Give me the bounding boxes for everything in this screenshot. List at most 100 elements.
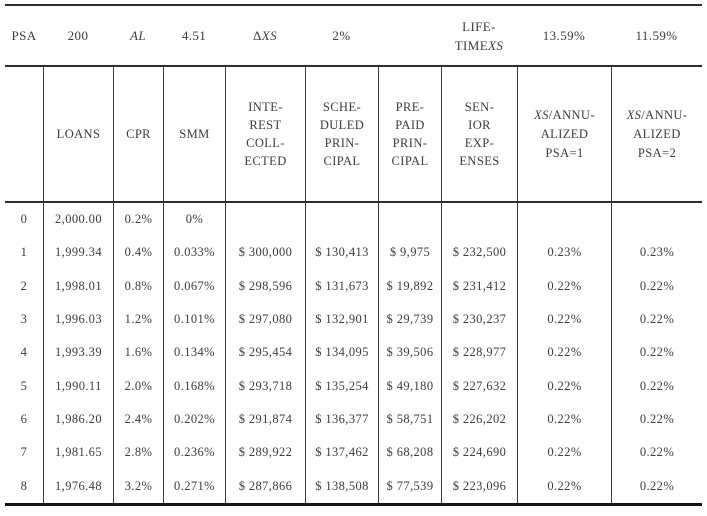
cell-prepaid-principal: $ 9,975 bbox=[378, 236, 441, 270]
cell-xs-psa1: 0.22% bbox=[517, 469, 611, 503]
cell-xs-psa2: 0.22% bbox=[611, 402, 702, 437]
cell-loans: 1,998.01 bbox=[43, 269, 113, 303]
cell-senior-expenses: $ 231,412 bbox=[441, 269, 517, 303]
cell-senior-expenses bbox=[441, 203, 517, 237]
delta-xs-italic: XS bbox=[261, 27, 277, 43]
cell-loans: 1,976.48 bbox=[43, 469, 113, 503]
cell-period: 6 bbox=[20, 412, 28, 427]
cell-period: 1 bbox=[20, 245, 28, 260]
cell-interest-collected: $ 300,000 bbox=[225, 236, 305, 270]
lifetime-prefix: LIFE- TIME bbox=[454, 18, 496, 53]
col-header-xs-annualized-psa2: XS/ANNU- ALIZED PSA=2 bbox=[611, 67, 702, 201]
cell-period: 0 bbox=[20, 212, 28, 227]
cell-senior-expenses: $ 224,690 bbox=[441, 436, 517, 470]
cell-xs-psa2: 0.22% bbox=[611, 369, 702, 403]
cell-xs-psa2: 0.22% bbox=[611, 469, 702, 503]
cell-loans: 1,993.39 bbox=[43, 336, 113, 370]
psa-label: PSA bbox=[11, 27, 37, 43]
cell-scheduled-principal bbox=[305, 203, 378, 237]
lifetime-xs-wrap: LIFE- TIMEXS bbox=[455, 17, 504, 55]
cell-cpr: 2.4% bbox=[113, 402, 163, 437]
cell-smm: 0.134% bbox=[163, 336, 225, 370]
cell-prepaid-principal bbox=[378, 203, 441, 237]
cell-interest-collected: $ 297,080 bbox=[225, 302, 305, 337]
cell-smm: 0.168% bbox=[163, 369, 225, 403]
cell-cpr: 1.2% bbox=[113, 302, 163, 337]
lifetime-xs-psa2-value: 11.59% bbox=[635, 27, 678, 43]
lifetime-xs-label: LIFE- TIMEXS bbox=[441, 6, 517, 65]
cell-interest-collected: $ 289,922 bbox=[225, 436, 305, 470]
cell-prepaid-principal: $ 77,539 bbox=[378, 469, 441, 503]
table-row-0: 0 2,000.00 0.2% 0% bbox=[5, 203, 702, 237]
cell-xs-psa2: 0.22% bbox=[611, 436, 702, 470]
xs2-rest: /ANNU- ALIZED PSA=2 bbox=[633, 107, 688, 160]
col-header-interest-collected: INTE- REST COLL- ECTED bbox=[225, 67, 305, 201]
cell-loans: 1,999.34 bbox=[43, 236, 113, 270]
cell-smm: 0.236% bbox=[163, 436, 225, 470]
cell-xs-psa1: 0.22% bbox=[517, 436, 611, 470]
cell-smm: 0.067% bbox=[163, 269, 225, 303]
cell-scheduled-principal: $ 134,095 bbox=[305, 336, 378, 370]
header-top-rule bbox=[5, 65, 702, 67]
cell-scheduled-principal: $ 137,462 bbox=[305, 436, 378, 470]
lifetime-xs-italic: XS bbox=[488, 37, 504, 53]
delta-xs-value: 2% bbox=[332, 27, 351, 43]
col-header-xs-annualized-psa1: XS/ANNU- ALIZED PSA=1 bbox=[517, 67, 611, 201]
header-bottom-rule bbox=[5, 201, 702, 203]
cell-period: 7 bbox=[20, 445, 28, 460]
lifetime-xs-psa1-value: 13.59% bbox=[542, 27, 586, 43]
cell-loans: 1,996.03 bbox=[43, 302, 113, 337]
top-rule bbox=[5, 4, 702, 6]
cell-scheduled-principal: $ 131,673 bbox=[305, 269, 378, 303]
cell-period: 4 bbox=[20, 345, 28, 360]
cell-cpr: 2.8% bbox=[113, 436, 163, 470]
cell-interest-collected: $ 293,718 bbox=[225, 369, 305, 403]
cell-interest-collected: $ 291,874 bbox=[225, 402, 305, 437]
cell-loans: 2,000.00 bbox=[43, 203, 113, 237]
col-header-prepaid-principal: PRE- PAID PRIN- CIPAL bbox=[378, 67, 441, 201]
xs1-italic: XS bbox=[534, 107, 549, 122]
cell-period: 3 bbox=[20, 312, 28, 327]
cell-senior-expenses: $ 223,096 bbox=[441, 469, 517, 503]
cell-xs-psa2: 0.23% bbox=[611, 236, 702, 270]
cell-period: 5 bbox=[20, 378, 28, 393]
cell-cpr: 1.6% bbox=[113, 336, 163, 370]
col-header-cpr: CPR bbox=[113, 67, 163, 201]
cell-senior-expenses: $ 226,202 bbox=[441, 402, 517, 437]
table-row-3: 3 1,996.03 1.2% 0.101% $ 297,080 $ 132,9… bbox=[5, 302, 702, 337]
cell-xs-psa1: 0.22% bbox=[517, 269, 611, 303]
al-label: AL bbox=[130, 27, 146, 43]
table-row-4: 4 1,993.39 1.6% 0.134% $ 295,454 $ 134,0… bbox=[5, 336, 702, 370]
table-body: 0 2,000.00 0.2% 0% 1 1,999.34 0.4% 0.033… bbox=[5, 203, 702, 503]
cell-xs-psa1: 0.22% bbox=[517, 336, 611, 370]
col-header-smm: SMM bbox=[163, 67, 225, 201]
cell-senior-expenses: $ 232,500 bbox=[441, 236, 517, 270]
xs1-rest: /ANNU- ALIZED PSA=1 bbox=[540, 107, 595, 160]
cell-scheduled-principal: $ 138,508 bbox=[305, 469, 378, 503]
cell-xs-psa2: 0.22% bbox=[611, 269, 702, 303]
cell-xs-psa2: 0.22% bbox=[611, 336, 702, 370]
summary-empty-cell bbox=[378, 6, 441, 65]
cell-interest-collected: $ 295,454 bbox=[225, 336, 305, 370]
cell-smm: 0.202% bbox=[163, 402, 225, 437]
al-value: 4.51 bbox=[181, 27, 207, 43]
summary-row: PSA 200 AL 4.51 Δ XS 2% LIFE- TIMEXS 13.5… bbox=[5, 6, 702, 65]
cell-prepaid-principal: $ 29,739 bbox=[378, 302, 441, 337]
table-row-7: 7 1,981.65 2.8% 0.236% $ 289,922 $ 137,4… bbox=[5, 436, 702, 470]
cell-scheduled-principal: $ 130,413 bbox=[305, 236, 378, 270]
cell-prepaid-principal: $ 68,208 bbox=[378, 436, 441, 470]
cell-period: 2 bbox=[20, 278, 28, 293]
cell-smm: 0.033% bbox=[163, 236, 225, 270]
cell-cpr: 0.2% bbox=[113, 203, 163, 237]
cell-prepaid-principal: $ 19,892 bbox=[378, 269, 441, 303]
cell-cpr: 0.8% bbox=[113, 269, 163, 303]
cell-xs-psa1 bbox=[517, 203, 611, 237]
cell-interest-collected: $ 298,596 bbox=[225, 269, 305, 303]
table-row-1: 1 1,999.34 0.4% 0.033% $ 300,000 $ 130,4… bbox=[5, 236, 702, 270]
cell-xs-psa1: 0.23% bbox=[517, 236, 611, 270]
xs-psa1-wrap: XS/ANNU- ALIZED PSA=1 bbox=[534, 106, 595, 163]
cell-prepaid-principal: $ 49,180 bbox=[378, 369, 441, 403]
cell-xs-psa1: 0.22% bbox=[517, 369, 611, 403]
delta-symbol: Δ bbox=[252, 27, 262, 43]
